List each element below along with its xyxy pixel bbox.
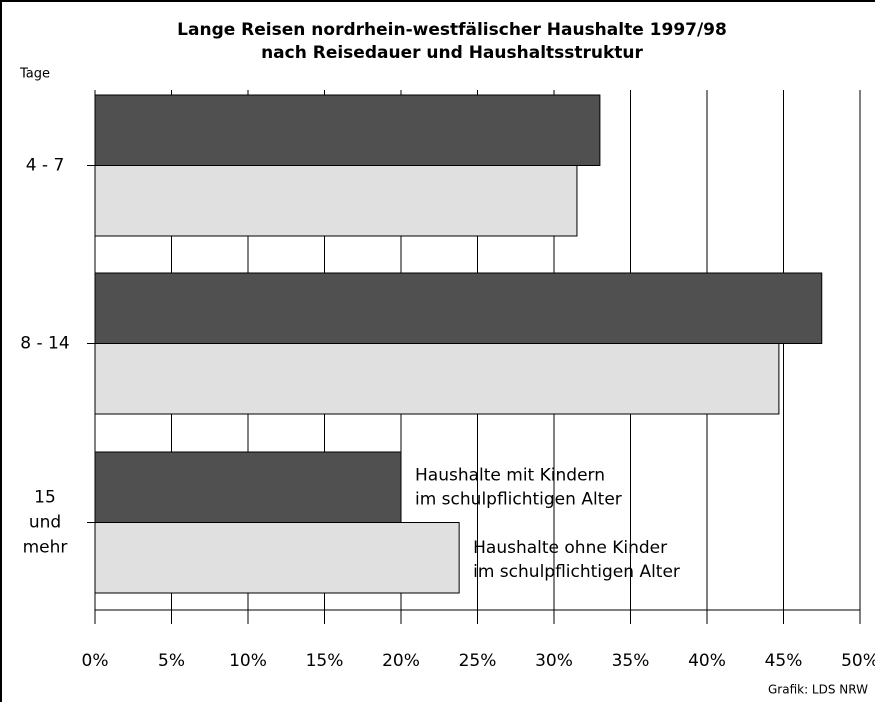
y-tick-label: 4 - 7 [26, 156, 65, 176]
source: Grafik: LDS NRW [768, 683, 868, 697]
y-tick-label: 8 - 14 [20, 334, 69, 354]
bar [94, 165, 578, 237]
y-axis-label: Tage [19, 67, 50, 82]
legend-label: Haushalte mit Kindern im schulpflichtigen… [415, 465, 622, 509]
bar [94, 522, 460, 594]
x-tick-label: 20% [382, 651, 420, 671]
chart-subtitle: nach Reisedauer und Haushaltsstruktur [261, 43, 643, 63]
bar [94, 94, 601, 166]
bar [94, 272, 823, 344]
x-tick-label: 10% [229, 651, 267, 671]
x-tick-label: 15% [306, 651, 344, 671]
x-tick-label: 5% [158, 651, 185, 671]
x-tick-label: 30% [535, 651, 573, 671]
x-tick-label: 25% [459, 651, 497, 671]
x-tick-label: 45% [765, 651, 803, 671]
chart-title: Lange Reisen nordrhein-westfälischer Hau… [177, 20, 727, 40]
x-tick-label: 50% [841, 651, 875, 671]
legend-label: Haushalte ohne Kinder im schulpflichtigen… [473, 538, 680, 582]
y-tick-label: 15 und mehr [23, 488, 68, 558]
bar [94, 343, 780, 415]
x-tick-label: 0% [82, 651, 109, 671]
x-tick-label: 40% [688, 651, 726, 671]
bar [94, 451, 402, 523]
x-tick-label: 35% [612, 651, 650, 671]
